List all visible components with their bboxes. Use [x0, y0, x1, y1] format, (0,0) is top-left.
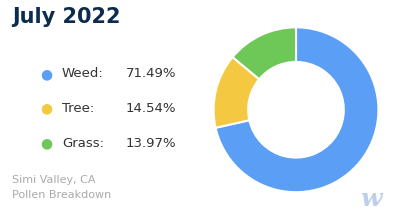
Text: ●: ●	[40, 67, 52, 81]
Text: w: w	[360, 187, 382, 211]
Text: Simi Valley, CA
Pollen Breakdown: Simi Valley, CA Pollen Breakdown	[12, 175, 111, 200]
Text: Grass:: Grass:	[62, 137, 104, 150]
Text: 71.49%: 71.49%	[126, 67, 176, 80]
Text: ●: ●	[40, 102, 52, 116]
Wedge shape	[216, 27, 378, 192]
Text: 13.97%: 13.97%	[126, 137, 177, 150]
Wedge shape	[214, 57, 259, 128]
Text: Tree:: Tree:	[62, 102, 94, 115]
Text: ●: ●	[40, 136, 52, 150]
Wedge shape	[232, 27, 296, 79]
Text: Weed:: Weed:	[62, 67, 104, 80]
Text: July 2022: July 2022	[12, 7, 120, 27]
Text: 14.54%: 14.54%	[126, 102, 176, 115]
